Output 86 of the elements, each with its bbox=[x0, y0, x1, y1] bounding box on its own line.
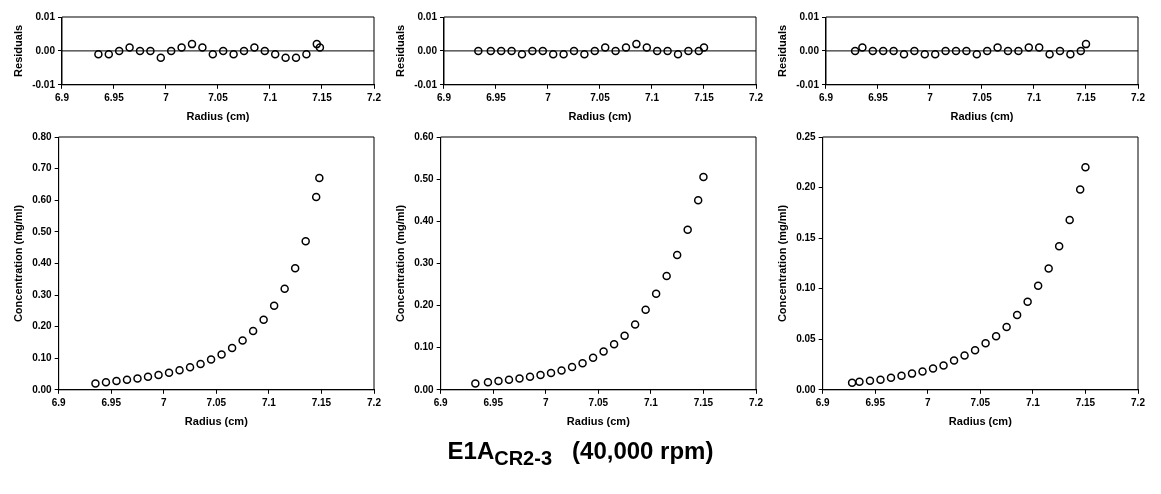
y-tick-label: 0.05 bbox=[796, 332, 817, 344]
x-tick-label: 6.95 bbox=[486, 91, 507, 103]
x-tick-label: 7.05 bbox=[970, 396, 991, 408]
x-tick-label: 7.05 bbox=[206, 396, 227, 408]
y-tick-label: 0.50 bbox=[414, 172, 435, 184]
x-tick-label: 7.15 bbox=[693, 396, 714, 408]
x-tick-label: 7.05 bbox=[588, 396, 609, 408]
x-tick-label: 7.15 bbox=[1076, 91, 1097, 103]
x-tick-label: 7.05 bbox=[972, 91, 993, 103]
y-tick-label: 0.30 bbox=[32, 288, 53, 300]
x-tick-label: 7 bbox=[163, 91, 170, 103]
y-tick-label: 0.00 bbox=[799, 44, 820, 56]
y-tick-label: 0.10 bbox=[796, 282, 817, 294]
x-tick-label: 7.1 bbox=[1027, 91, 1042, 103]
y-tick-label: 0.30 bbox=[414, 257, 435, 269]
x-axis-title: Radius (cm) bbox=[950, 110, 1014, 123]
text: E1A$_{CR2-3}$ (40,000 rpm) bbox=[446, 436, 715, 470]
x-tick-label: 7.2 bbox=[367, 91, 382, 103]
x-tick-label: 6.95 bbox=[483, 396, 504, 408]
y-tick-label: -0.01 bbox=[32, 78, 56, 90]
y-tick-label: 0.01 bbox=[35, 10, 56, 22]
x-tick-label: 7.2 bbox=[1131, 91, 1146, 103]
x-axis-title: Radius (cm) bbox=[184, 415, 249, 428]
x-tick-label: 7.1 bbox=[261, 396, 277, 408]
y-tick-label: 0.40 bbox=[32, 257, 53, 269]
y-tick-label: -0.01 bbox=[796, 78, 820, 90]
y-tick-label: 0.20 bbox=[414, 299, 435, 311]
y-tick-label: 0.50 bbox=[32, 225, 53, 237]
y-tick-label: 0.00 bbox=[417, 44, 438, 56]
y-tick-label: 0.00 bbox=[414, 383, 435, 395]
y-tick-label: 0.00 bbox=[32, 383, 53, 395]
x-tick-label: 6.9 bbox=[433, 396, 449, 408]
y-tick-label: 0.60 bbox=[32, 193, 53, 205]
x-axis-title: Radius (cm) bbox=[568, 110, 632, 123]
x-tick-label: 6.9 bbox=[815, 396, 831, 408]
x-tick-label: 7.2 bbox=[749, 396, 764, 408]
x-axis-title: Radius (cm) bbox=[186, 110, 250, 123]
y-tick-label: 0.00 bbox=[35, 44, 56, 56]
x-tick-label: 6.95 bbox=[101, 396, 122, 408]
x-tick-label: 7 bbox=[927, 91, 934, 103]
y-axis-title: Concentration (mg/ml) bbox=[775, 204, 788, 323]
x-tick-label: 6.95 bbox=[865, 396, 886, 408]
x-tick-label: 7.15 bbox=[1075, 396, 1096, 408]
x-tick-label: 7.1 bbox=[1025, 396, 1041, 408]
x-tick-label: 7.05 bbox=[208, 91, 229, 103]
y-tick-label: 0.25 bbox=[796, 130, 817, 142]
x-tick-label: 7 bbox=[160, 396, 167, 408]
x-tick-label: 7.15 bbox=[311, 396, 332, 408]
x-tick-label: 6.9 bbox=[437, 91, 452, 103]
y-tick-label: 0.10 bbox=[414, 341, 435, 353]
x-tick-label: 7.1 bbox=[643, 396, 659, 408]
y-tick-label: 0.10 bbox=[32, 351, 53, 363]
x-tick-label: 7.15 bbox=[312, 91, 333, 103]
x-tick-label: 7.2 bbox=[749, 91, 764, 103]
y-tick-label: 0.60 bbox=[414, 130, 435, 142]
x-tick-label: 7.2 bbox=[367, 396, 382, 408]
x-tick-label: 6.95 bbox=[868, 91, 889, 103]
x-tick-label: 7.1 bbox=[645, 91, 660, 103]
y-tick-label: 0.20 bbox=[32, 320, 53, 332]
y-axis-title: Residuals bbox=[775, 24, 788, 77]
y-tick-label: -0.01 bbox=[414, 78, 438, 90]
y-axis-title: Residuals bbox=[393, 24, 406, 77]
y-tick-label: 0.80 bbox=[32, 130, 53, 142]
x-tick-label: 7.2 bbox=[1131, 396, 1146, 408]
x-axis-title: Radius (cm) bbox=[948, 415, 1013, 428]
x-tick-label: 7 bbox=[542, 396, 549, 408]
x-tick-label: 6.9 bbox=[55, 91, 70, 103]
x-axis-title: Radius (cm) bbox=[566, 415, 631, 428]
y-tick-label: 0.15 bbox=[796, 231, 817, 243]
y-tick-label: 0.00 bbox=[796, 383, 817, 395]
y-tick-label: 0.70 bbox=[32, 162, 53, 174]
x-tick-label: 7.15 bbox=[694, 91, 715, 103]
x-tick-label: 7 bbox=[924, 396, 931, 408]
x-tick-label: 7 bbox=[545, 91, 552, 103]
y-axis-title: Concentration (mg/ml) bbox=[11, 204, 24, 323]
x-tick-label: 7.1 bbox=[263, 91, 278, 103]
x-tick-label: 6.95 bbox=[104, 91, 125, 103]
y-tick-label: 0.01 bbox=[799, 10, 820, 22]
x-tick-label: 6.9 bbox=[51, 396, 67, 408]
x-tick-label: 7.05 bbox=[590, 91, 611, 103]
x-tick-label: 6.9 bbox=[819, 91, 834, 103]
y-tick-label: 0.01 bbox=[417, 10, 438, 22]
y-tick-label: 0.20 bbox=[796, 181, 817, 193]
y-axis-title: Residuals bbox=[11, 24, 24, 77]
y-tick-label: 0.40 bbox=[414, 215, 435, 227]
y-axis-title: Concentration (mg/ml) bbox=[393, 204, 406, 323]
